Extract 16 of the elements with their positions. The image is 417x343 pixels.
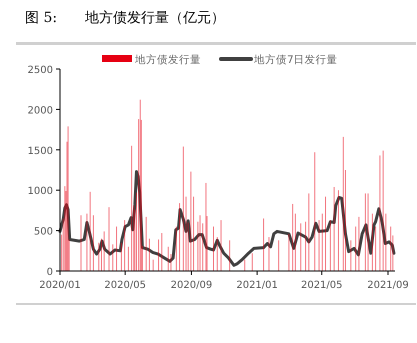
legend-label: 地方债7日发行量 <box>253 53 338 66</box>
x-tick-label: 2021/01 <box>236 280 278 291</box>
x-tick-label: 2020/09 <box>170 280 212 291</box>
legend-label: 地方债发行量 <box>134 53 201 66</box>
y-tick-label: 0 <box>46 267 53 278</box>
line-series <box>58 170 396 267</box>
y-tick-label: 500 <box>34 226 53 238</box>
y-tick-label: 1500 <box>28 146 53 157</box>
x-tick-label: 2020/01 <box>39 280 81 291</box>
y-tick-label: 1000 <box>28 186 53 198</box>
x-tick-label: 2021/09 <box>367 280 409 291</box>
x-tick-label: 2020/05 <box>104 280 146 291</box>
y-tick-label: 2500 <box>28 65 53 76</box>
chart-title: 图 5: 地方债发行量（亿元） <box>25 10 226 26</box>
y-tick-label: 2000 <box>28 105 53 116</box>
x-tick-label: 2021/05 <box>300 280 343 291</box>
